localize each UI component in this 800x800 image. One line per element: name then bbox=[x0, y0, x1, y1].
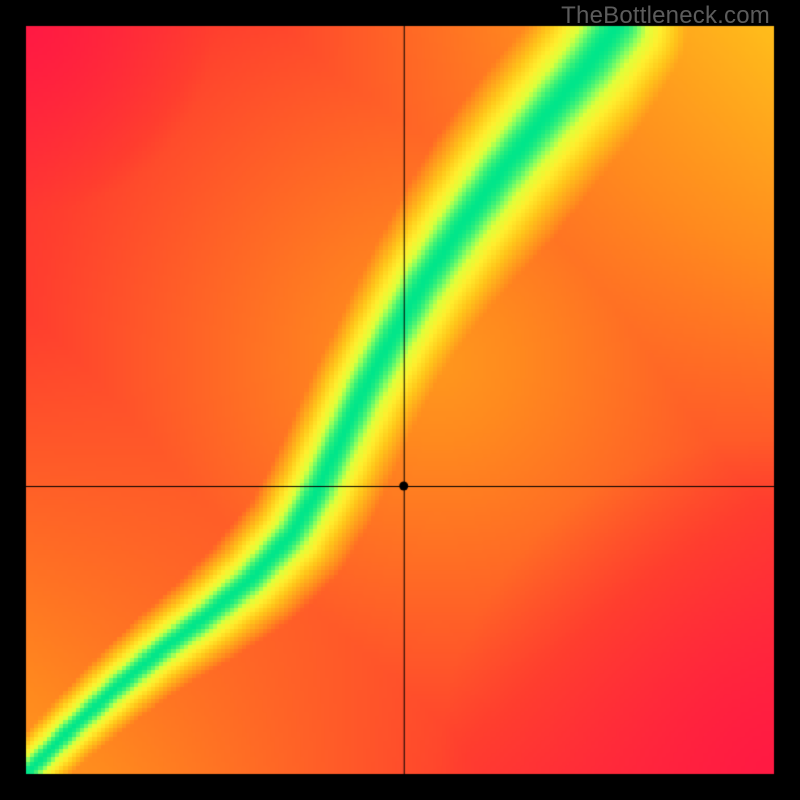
watermark-text: TheBottleneck.com bbox=[561, 2, 770, 30]
chart-stage: TheBottleneck.com bbox=[0, 0, 800, 800]
heatmap-canvas bbox=[0, 0, 800, 800]
